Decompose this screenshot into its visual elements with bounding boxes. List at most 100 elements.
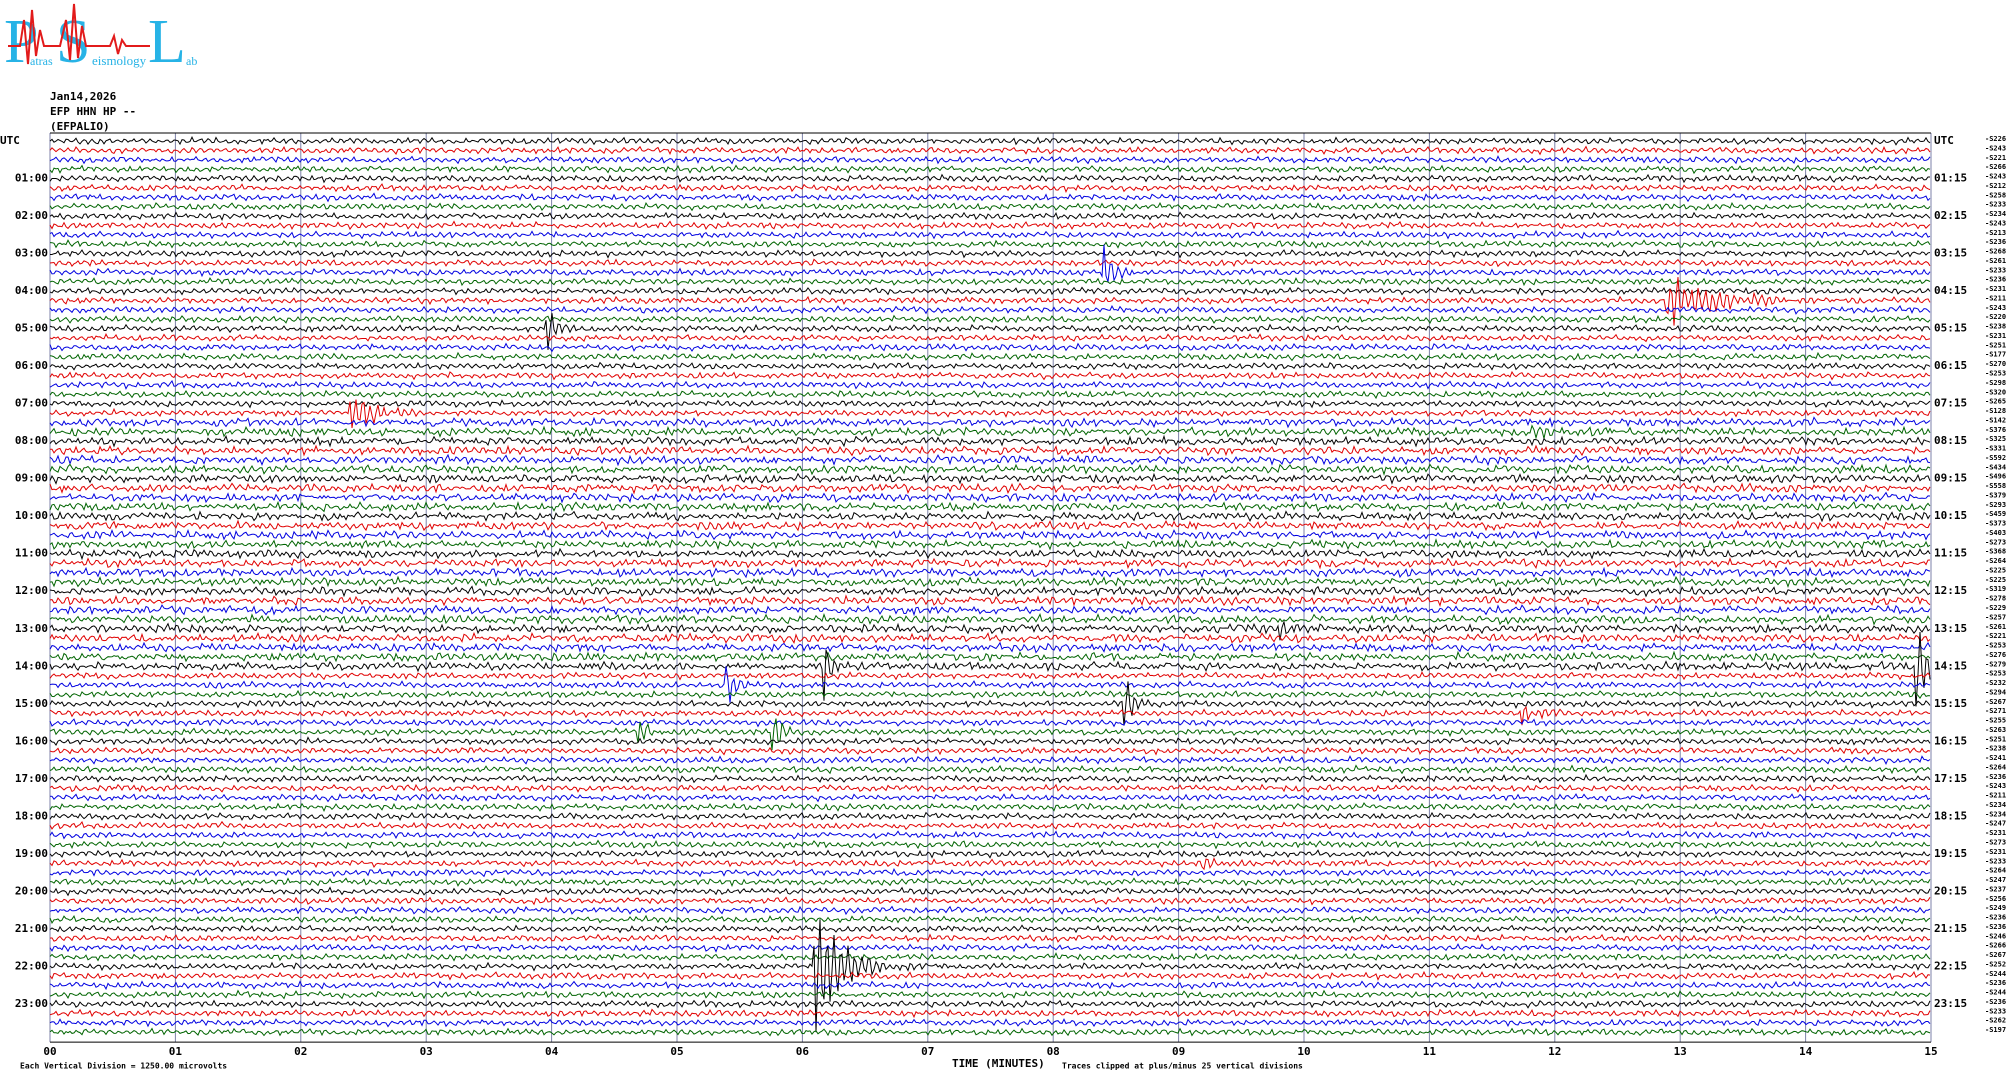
trace-offset: -S293	[1985, 501, 2006, 509]
trace-offset: -S177	[1985, 351, 2006, 359]
trace	[49, 398, 1931, 409]
trace-offset: -S236	[1985, 773, 2006, 781]
trace-offset: -S368	[1985, 548, 2006, 556]
left-time-label: 22:00	[15, 959, 48, 972]
trace-offset: -S262	[1985, 1017, 2006, 1025]
trace-offset: -S258	[1985, 191, 2006, 199]
trace-offset: -S226	[1985, 135, 2006, 143]
trace	[49, 783, 1931, 793]
trace	[49, 989, 1931, 1000]
left-time-label: 03:00	[15, 247, 48, 260]
clip-note: Traces clipped at plus/minus 25 vertical…	[1062, 1061, 1303, 1071]
trace	[49, 424, 1931, 440]
trace-offset: -S273	[1985, 538, 2006, 546]
left-time-label: 08:00	[15, 434, 48, 447]
trace-offset: -S266	[1985, 163, 2006, 171]
trace-offset: -S236	[1985, 238, 2006, 246]
trace	[49, 619, 1931, 641]
trace-offset: -S592	[1985, 454, 2006, 462]
logo: P S L atras eismology ab	[4, 3, 197, 76]
trace-offset: -S253	[1985, 642, 2006, 650]
trace	[49, 399, 1931, 428]
trace	[49, 1027, 1931, 1037]
logo-small: atras	[30, 54, 53, 68]
x-tick-label: 12	[1548, 1045, 1561, 1058]
right-time-label: 17:15	[1934, 772, 1967, 785]
trace	[49, 333, 1931, 343]
header-station: (EFPALIO)	[50, 120, 110, 133]
trace	[49, 305, 1931, 315]
trace	[49, 510, 1931, 523]
x-axis-title: TIME (MINUTES)	[952, 1057, 1045, 1070]
left-time-label: 15:00	[15, 697, 48, 710]
trace	[49, 472, 1931, 485]
trace	[49, 145, 1931, 156]
trace-offset: -S229	[1985, 604, 2006, 612]
trace	[49, 650, 1931, 663]
left-time-label: 17:00	[15, 772, 48, 785]
left-time-label: 05:00	[15, 322, 48, 335]
trace	[49, 896, 1931, 906]
trace	[49, 999, 1931, 1009]
trace	[49, 689, 1931, 700]
trace-offset: -S331	[1985, 445, 2006, 453]
trace-offset: -S264	[1985, 867, 2006, 875]
left-time-label: 19:00	[15, 847, 48, 860]
header-date: Jan14,2026	[50, 90, 117, 103]
right-time-label: 09:15	[1934, 472, 1967, 485]
trace-offset: -S251	[1985, 735, 2006, 743]
trace-offset: -S225	[1985, 576, 2006, 584]
trace-offset: -S234	[1985, 801, 2006, 809]
trace	[49, 631, 1931, 707]
left-time-label: 12:00	[15, 584, 48, 597]
trace	[49, 575, 1931, 589]
trace-offset: -S233	[1985, 1007, 2006, 1015]
trace-offset: -S247	[1985, 820, 2006, 828]
left-time-label: 02:00	[15, 209, 48, 222]
trace	[49, 933, 1931, 944]
trace	[49, 276, 1931, 287]
trace-offset: -S373	[1985, 520, 2006, 528]
left-time-label: 14:00	[15, 659, 48, 672]
right-time-label: 22:15	[1934, 959, 1967, 972]
trace-offset: -S267	[1985, 951, 2006, 959]
trace	[49, 604, 1931, 617]
trace-offset: -S558	[1985, 482, 2006, 490]
trace	[49, 717, 1931, 728]
trace-offset: -S211	[1985, 792, 2006, 800]
trace-offset: -S249	[1985, 904, 2006, 912]
trace	[49, 755, 1931, 765]
trace	[49, 277, 1931, 326]
x-tick-label: 11	[1423, 1045, 1437, 1058]
trace	[49, 764, 1931, 775]
right-time-label: 07:15	[1934, 397, 1967, 410]
right-time-label: 12:15	[1934, 584, 1967, 597]
trace	[49, 211, 1931, 221]
trace	[49, 811, 1931, 822]
trace-offset: -S243	[1985, 304, 2006, 312]
trace-offset: -S255	[1985, 717, 2006, 725]
right-time-label: 21:15	[1934, 922, 1967, 935]
trace	[49, 792, 1931, 803]
trace-offset: -S128	[1985, 407, 2006, 415]
trace	[49, 258, 1931, 268]
trace	[49, 613, 1931, 626]
trace	[49, 671, 1931, 681]
trace	[49, 538, 1931, 551]
trace	[49, 594, 1931, 607]
trace	[49, 868, 1931, 878]
trace-offset: -S257	[1985, 613, 2006, 621]
right-time-label: 20:15	[1934, 884, 1967, 897]
trace	[49, 802, 1931, 813]
trace-offset: -S266	[1985, 942, 2006, 950]
logo-small: eismology	[92, 53, 147, 68]
trace-offset: -S238	[1985, 323, 2006, 331]
x-tick-label: 15	[1924, 1045, 1937, 1058]
trace	[49, 839, 1931, 850]
trace	[49, 857, 1931, 871]
trace	[49, 905, 1931, 916]
left-time-label: 11:00	[15, 547, 48, 560]
trace	[49, 500, 1931, 513]
x-tick-label: 09	[1172, 1045, 1185, 1058]
